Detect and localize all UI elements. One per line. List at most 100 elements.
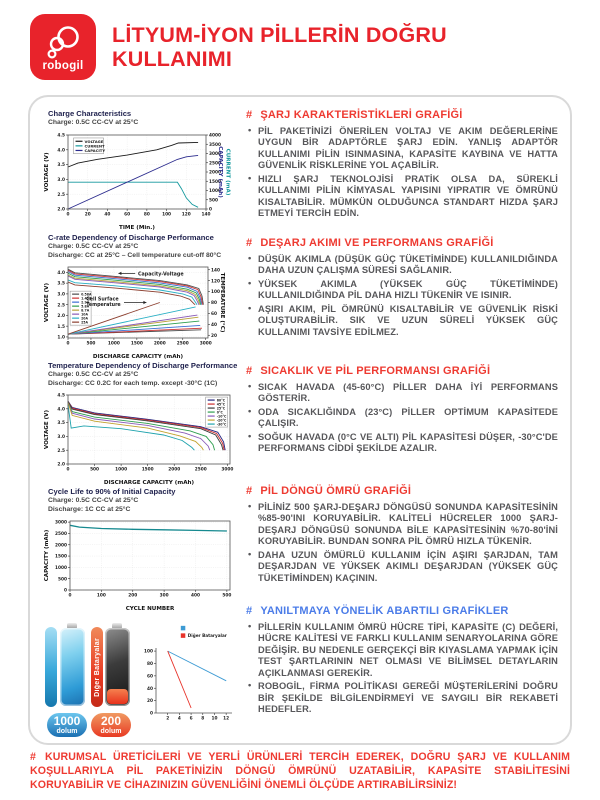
svg-text:60: 60	[147, 673, 153, 679]
svg-text:1000: 1000	[209, 188, 221, 194]
svg-text:8.7A: 8.7A	[81, 308, 90, 312]
svg-text:2500: 2500	[55, 531, 67, 537]
charge-chart-canvas: 0 20 40 60 80 100 120 140 2.0 2.5 3.0 3.5 4.0 4.5 0 500…	[44, 132, 231, 231]
bullet-list: SICAK HAVADA (45-60°C) PİLLER DAHA İYİ P…	[246, 381, 558, 455]
svg-text:3000: 3000	[200, 340, 212, 346]
other-fill-badge: 200 dolum	[91, 713, 131, 737]
svg-text:20: 20	[85, 211, 91, 217]
svg-text:2000: 2000	[55, 542, 67, 548]
svg-text:-10°C: -10°C	[217, 414, 227, 418]
svg-text:500: 500	[222, 592, 231, 598]
svg-text:100: 100	[144, 649, 153, 655]
chart-title: C-rate Dependency of Discharge Performan…	[48, 233, 214, 242]
svg-text:2000: 2000	[154, 340, 166, 346]
fill-count: 1000	[53, 714, 81, 728]
svg-text:3000: 3000	[221, 466, 233, 472]
svg-text:2.0: 2.0	[57, 313, 65, 319]
svg-text:TEMPERATURE (°C): TEMPERATURE (°C)	[219, 272, 225, 332]
svg-text:CURRENT: CURRENT	[85, 143, 105, 148]
svg-text:3000: 3000	[209, 151, 221, 157]
svg-text:3000: 3000	[55, 519, 67, 525]
bullet-item: DAHA UZUN ÖMÜRLÜ KULLANIM İÇİN AŞIRI ŞAR…	[246, 549, 558, 585]
section-heading: # PİL DÖNGÜ ÖMRÜ GRAFİĞİ	[246, 485, 412, 497]
section-heading: # DEŞARJ AKIMI VE PERFORMANS GRAFİĞİ	[246, 237, 494, 249]
header: robogil LİTYUM-İYON PİLLERİN DOĞRU KULLA…	[30, 14, 557, 80]
svg-text:2.9A: 2.9A	[81, 300, 90, 304]
svg-text:4.5: 4.5	[57, 392, 65, 398]
svg-text:20A: 20A	[81, 316, 88, 320]
chart-title: Temperature Dependency of Discharge Perf…	[48, 361, 238, 370]
svg-text:500: 500	[209, 197, 218, 203]
hash-marker: #	[246, 109, 253, 121]
svg-text:40: 40	[211, 321, 217, 327]
svg-text:2000: 2000	[209, 169, 221, 175]
hash-marker: #	[246, 237, 253, 249]
logo-text: robogil	[42, 59, 84, 72]
svg-text:120: 120	[211, 278, 220, 284]
svg-text:80: 80	[211, 300, 217, 306]
svg-text:2000: 2000	[168, 466, 180, 472]
svg-text:1000: 1000	[55, 564, 67, 570]
chart-subtitle-2: Discharge: CC 0.2C for each temp. except…	[48, 379, 218, 387]
bullet-item: YÜKSEK AKIMLA (YÜKSEK GÜÇ TÜKETİMİNDE) K…	[246, 278, 558, 302]
svg-text:0.58A: 0.58A	[81, 292, 92, 296]
svg-text:100: 100	[211, 289, 220, 295]
svg-text:10A: 10A	[81, 312, 88, 316]
page-title: LİTYUM-İYON PİLLERİN DOĞRU KULLANIMI	[112, 22, 447, 71]
chart-title: Charge Characteristics	[48, 109, 132, 118]
other-battery-illustration	[105, 628, 130, 706]
svg-text:VOLTAGE (V): VOLTAGE (V)	[44, 152, 50, 192]
svg-text:4.0: 4.0	[57, 406, 65, 412]
robogil-battery-pill	[45, 627, 57, 707]
svg-text:2.0: 2.0	[57, 461, 65, 467]
svg-text:2: 2	[166, 716, 169, 722]
footer-note: # KURUMSAL ÜRETİCİLERİ VE YERLİ ÜRÜNLERİ …	[30, 751, 570, 791]
svg-text:2.5: 2.5	[57, 302, 65, 308]
svg-text:2500: 2500	[177, 340, 189, 346]
bullet-item: HIZLI ŞARJ TEKNOLOJİSİ PRATİK OLSA DA, S…	[246, 173, 558, 220]
svg-text:1.0: 1.0	[57, 334, 65, 340]
content-card: Charge Characteristics Charge: 0.5C CC-C…	[28, 95, 572, 745]
svg-text:0: 0	[64, 587, 67, 593]
logo-circles-icon	[47, 25, 79, 59]
svg-text:Capacity-Voltage: Capacity-Voltage	[138, 271, 184, 277]
svg-text:140: 140	[202, 211, 211, 217]
svg-text:100: 100	[162, 211, 171, 217]
chart-subtitle-2: Discharge: 1C CC at 25°C	[48, 505, 131, 513]
fill-count: 200	[100, 714, 122, 728]
svg-text:10: 10	[211, 716, 217, 722]
svg-text:0: 0	[209, 206, 212, 212]
section-heading: # ŞARJ KARAKTERİSTİKLERİ GRAFİĞİ	[246, 109, 463, 121]
svg-text:4: 4	[178, 716, 181, 722]
section-heading: # SICAKLIK VE PİL PERFORMANSI GRAFİĞİ	[246, 365, 491, 377]
svg-text:3.0: 3.0	[57, 291, 65, 297]
svg-text:2500: 2500	[209, 160, 221, 166]
svg-text:0: 0	[67, 466, 70, 472]
svg-text:0: 0	[67, 340, 70, 346]
svg-text:140: 140	[211, 267, 220, 273]
svg-text:1000: 1000	[115, 466, 127, 472]
svg-text:TIME (Min.): TIME (Min.)	[119, 225, 155, 231]
chart-subtitle: Charge: 0.5C CC-CV at 25°C	[48, 118, 139, 126]
svg-text:1.5: 1.5	[57, 323, 65, 329]
bullet-item: SICAK HAVADA (45-60°C) PİLLER DAHA İYİ P…	[246, 381, 558, 405]
svg-text:1500: 1500	[55, 553, 67, 559]
svg-text:4.5: 4.5	[57, 132, 65, 138]
battery-cap	[67, 623, 77, 629]
svg-text:45°C: 45°C	[217, 402, 226, 406]
bullet-item: PİL PAKETİNİZİ ÖNERİLEN VOLTAJ VE AKIM D…	[246, 125, 558, 172]
svg-text:80: 80	[144, 211, 150, 217]
svg-text:500: 500	[58, 576, 67, 582]
svg-text:CURRENT (mA): CURRENT (mA)	[225, 148, 231, 195]
svg-text:5.8A: 5.8A	[81, 304, 90, 308]
svg-text:2.0: 2.0	[57, 206, 65, 212]
svg-text:0°C: 0°C	[217, 410, 224, 414]
svg-text:VOLTAGE: VOLTAGE	[85, 138, 104, 143]
other-battery-pill: Diğer Bataryalar	[91, 627, 103, 707]
svg-text:1.45A: 1.45A	[81, 296, 92, 300]
svg-text:60: 60	[124, 211, 130, 217]
section-misleading-charts: # YANILTMAYA YÖNELİK ABARTILI GRAFİKLER …	[246, 605, 558, 718]
svg-text:3.0: 3.0	[57, 434, 65, 440]
bullet-item: ODA SICAKLIĞINDA (23°C) PİLLER OPTİMUM K…	[246, 406, 558, 430]
bullet-item: AŞIRI AKIM, PİL ÖMRÜNÜ KISALTABİLİR VE G…	[246, 303, 558, 339]
